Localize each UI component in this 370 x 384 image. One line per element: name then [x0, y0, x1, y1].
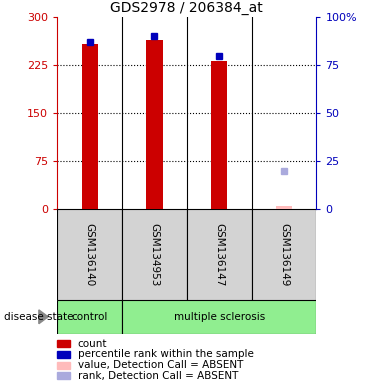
Bar [211, 61, 227, 209]
Text: control: control [71, 312, 108, 322]
Text: disease state: disease state [4, 312, 73, 322]
Bar [57, 300, 122, 334]
Text: GSM136147: GSM136147 [214, 223, 224, 286]
Text: rank, Detection Call = ABSENT: rank, Detection Call = ABSENT [78, 371, 238, 381]
Bar [122, 300, 316, 334]
Text: multiple sclerosis: multiple sclerosis [174, 312, 265, 322]
Bar [187, 209, 252, 300]
Bar [122, 209, 187, 300]
Title: GDS2978 / 206384_at: GDS2978 / 206384_at [111, 1, 263, 15]
Polygon shape [39, 310, 48, 324]
Text: count: count [78, 339, 107, 349]
Text: value, Detection Call = ABSENT: value, Detection Call = ABSENT [78, 360, 243, 370]
Bar [57, 209, 122, 300]
Bar [252, 209, 316, 300]
Text: percentile rank within the sample: percentile rank within the sample [78, 349, 253, 359]
Bar [276, 206, 292, 209]
Bar [82, 44, 98, 209]
Text: GSM134953: GSM134953 [149, 223, 159, 286]
Text: GSM136140: GSM136140 [85, 223, 95, 286]
Text: GSM136149: GSM136149 [279, 223, 289, 286]
Bar [147, 40, 162, 209]
